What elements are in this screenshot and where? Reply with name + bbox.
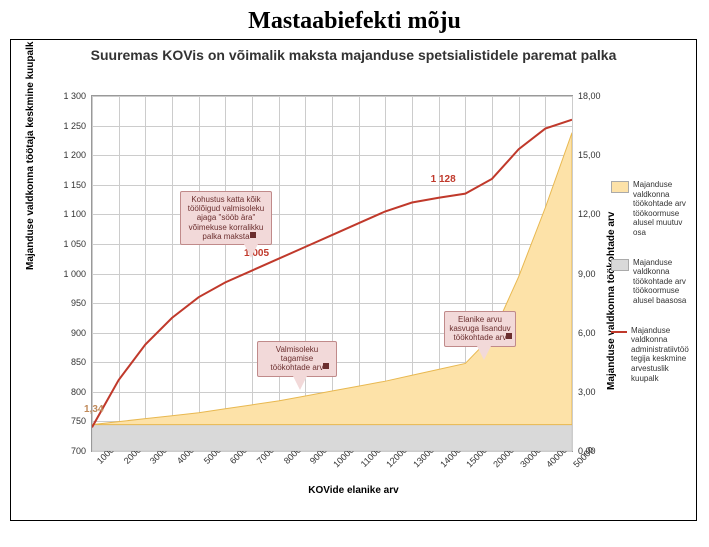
area-grey — [92, 425, 572, 451]
legend-item: Majanduse valdkonna töökohtade arv tööko… — [611, 258, 691, 306]
callout-pointer-icon — [477, 346, 491, 360]
callout: Valmisoleku tagamise töökohtade arv — [257, 341, 337, 377]
callout-pointer-icon — [293, 376, 307, 390]
legend-label: Majanduse valdkonna töökohtade arv tööko… — [633, 180, 691, 238]
callout: Kohustus katta kõik töölõigud valmisolek… — [180, 191, 272, 245]
chart-container: Suuremas KOVis on võimalik maksta majand… — [10, 39, 697, 521]
y-right-tick: 18,00 — [578, 91, 618, 101]
y-left-tick: 1 050 — [46, 239, 86, 249]
y-right-tick: 15,00 — [578, 150, 618, 160]
legend: Majanduse valdkonna töökohtade arv tööko… — [611, 180, 691, 403]
y-left-tick: 1 250 — [46, 121, 86, 131]
y-left-tick: 900 — [46, 328, 86, 338]
gridline-v — [572, 96, 573, 451]
plot-area: 7007508008509009501 0001 0501 1001 1501 … — [91, 95, 573, 452]
legend-item: Majanduse valdkonna administratiivtöö te… — [611, 326, 691, 384]
legend-line-icon — [611, 331, 627, 333]
area-yellow — [92, 133, 572, 425]
chart-title: Suuremas KOVis on võimalik maksta majand… — [11, 40, 696, 66]
legend-swatch-icon — [611, 259, 629, 271]
y-left-tick: 800 — [46, 387, 86, 397]
y-left-tick: 950 — [46, 298, 86, 308]
legend-label: Majanduse valdkonna administratiivtöö te… — [631, 326, 691, 384]
y-left-axis-title: Majanduse valdkonna töötaja keskmine kuu… — [25, 42, 36, 270]
callout: Elanike arvu kasvuga lisanduv töökohtade… — [444, 311, 516, 347]
legend-label: Majanduse valdkonna töökohtade arv tööko… — [633, 258, 691, 306]
y-left-tick: 1 200 — [46, 150, 86, 160]
data-label: 1,34 — [84, 404, 103, 415]
y-left-tick: 1 100 — [46, 209, 86, 219]
callout-pointer-icon — [244, 244, 258, 258]
data-label: 1 128 — [431, 174, 456, 185]
y-left-tick: 1 000 — [46, 269, 86, 279]
y-left-tick: 750 — [46, 416, 86, 426]
y-left-tick: 850 — [46, 357, 86, 367]
chart-svg — [92, 96, 572, 451]
y-left-tick: 1 150 — [46, 180, 86, 190]
page-title: Mastaabiefekti mõju — [0, 8, 709, 35]
x-axis-title: KOVide elanike arv — [11, 485, 696, 496]
y-left-tick: 1 300 — [46, 91, 86, 101]
legend-item: Majanduse valdkonna töökohtade arv tööko… — [611, 180, 691, 238]
y-left-tick: 700 — [46, 446, 86, 456]
legend-swatch-icon — [611, 181, 629, 193]
